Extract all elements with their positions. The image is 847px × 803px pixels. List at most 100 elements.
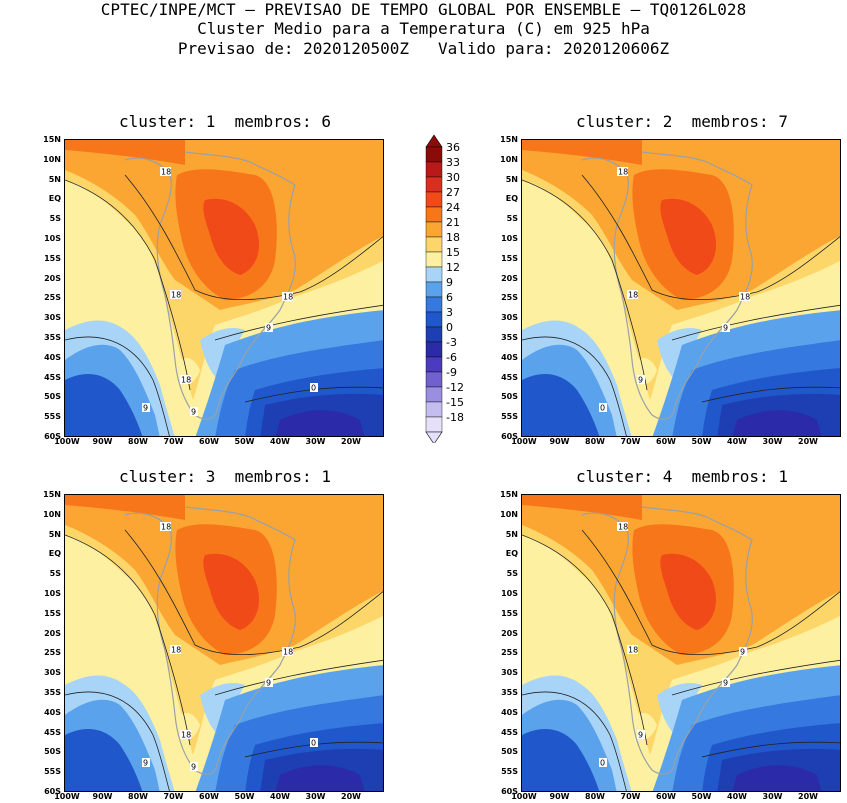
lon-tick-label: 50W [691,437,712,446]
colorbar-label: 18 [446,231,460,244]
svg-text:9: 9 [723,679,728,688]
lon-tick-label: 90W [549,792,570,801]
contour-label: 9 [190,762,198,772]
contour-line [124,529,383,656]
lat-tick-label: 10S [44,234,61,243]
colorbar-top-arrow [425,134,443,148]
temp-band-3 [522,374,600,436]
lon-tick-label: 60W [199,792,219,801]
contour-label: 18 [282,292,293,302]
svg-text:18: 18 [171,646,181,655]
lon-tick-label: 60W [656,437,676,446]
lon-tick-label: 20W [798,792,818,801]
temp-band--3 [275,410,365,436]
lat-tick-label: 55S [501,412,518,422]
contour-line [671,659,840,696]
svg-text:9: 9 [266,679,271,688]
svg-text:18: 18 [628,646,638,655]
lat-tick-label: 55S [501,767,518,777]
contour-label: 18 [160,522,171,532]
lat-tick-label: 25S [501,293,518,303]
contour-line [65,534,191,746]
lat-tick-label: 15S [501,253,518,263]
svg-text:18: 18 [181,731,191,740]
lon-tick-label: 30W [762,792,783,801]
lat-tick-label: 45S [501,727,518,737]
colorbar-swatch [425,386,443,403]
colorbar-swatch [425,281,443,298]
map-panel-2: 18 18 18 9 9 0 [521,139,841,437]
lat-tick-label: 40S [44,352,61,362]
contour-line [581,174,840,301]
contour-label: 9 [265,678,273,688]
colorbar-swatch [425,176,443,193]
contour-label: 18 [170,645,181,655]
contour-label: 18 [160,167,171,177]
lat-tick-label: 60S [44,787,61,796]
colorbar-label: 30 [446,171,460,184]
lat-tick-label: 10N [43,154,61,164]
svg-text:9: 9 [740,648,745,657]
lat-tick-label: 20S [44,273,61,283]
contour-label: 18 [180,730,191,740]
lon-tick-label: 40W [727,792,747,801]
lat-tick-label: 60S [501,787,518,796]
colorbar-label: 3 [446,306,453,319]
lat-tick-label: EQ [505,194,518,204]
colorbar-swatch [425,296,443,313]
colorbar-swatch [425,311,443,328]
lat-tick-label: 5S [506,569,518,579]
contour-line [522,691,627,791]
contour-line [701,386,840,403]
lat-tick-label: EQ [48,194,61,204]
contour-label: 9 [142,758,150,768]
lat-tick-label: 5S [49,569,61,579]
contour-line [65,691,170,791]
colorbar-swatch [425,416,443,433]
temperature-field: 18 18 18 18 9 9 9 0 [65,495,383,791]
svg-text:18: 18 [283,648,293,657]
lat-tick-label: 50S [44,747,61,757]
lat-tick-label: 15S [44,253,61,263]
contour-label: 18 [627,290,638,300]
colorbar-swatch [425,326,443,343]
colorbar-label: -9 [446,366,457,379]
lat-tick-label: 10N [500,509,518,519]
lon-tick-label: 20W [341,437,361,446]
lat-tick-label: 15S [44,608,61,618]
lat-tick-label: 10N [500,154,518,164]
lon-tick-label: 30W [305,792,326,801]
temp-band--3 [732,410,822,436]
contour-label: 9 [739,647,747,657]
lon-tick-label: 50W [234,437,255,446]
lat-tick-label: 40S [44,707,61,717]
svg-text:18: 18 [283,293,293,302]
contour-line [581,529,840,656]
lon-tick-label: 20W [798,437,818,446]
lat-tick-label: 55S [44,767,61,777]
colorbar-label: -18 [446,411,464,424]
colorbar-label: 15 [446,246,460,259]
colorbar-swatch [425,191,443,208]
colorbar-swatch [425,161,443,178]
lon-tick-label: 30W [305,437,326,446]
contour-label: 18 [739,292,750,302]
svg-text:18: 18 [740,293,750,302]
svg-text:9: 9 [143,404,148,413]
colorbar-label: 12 [446,261,460,274]
contour-line [522,534,648,746]
lat-tick-label: 20S [44,628,61,638]
colorbar-label: -3 [446,336,457,349]
svg-text:18: 18 [171,291,181,300]
colorbar-bottom-arrow [425,431,443,443]
lat-tick-label: 25S [44,293,61,303]
colorbar-swatch [425,146,443,163]
lat-tick-label: 50S [501,392,518,402]
map-panel-3: 18 18 18 18 9 9 9 0 [64,494,384,792]
temp-band-27 [203,198,260,275]
svg-text:18: 18 [628,291,638,300]
svg-text:9: 9 [191,763,196,772]
temp-band--3 [275,765,365,791]
lat-tick-label: 45S [501,372,518,382]
svg-text:9: 9 [266,324,271,333]
